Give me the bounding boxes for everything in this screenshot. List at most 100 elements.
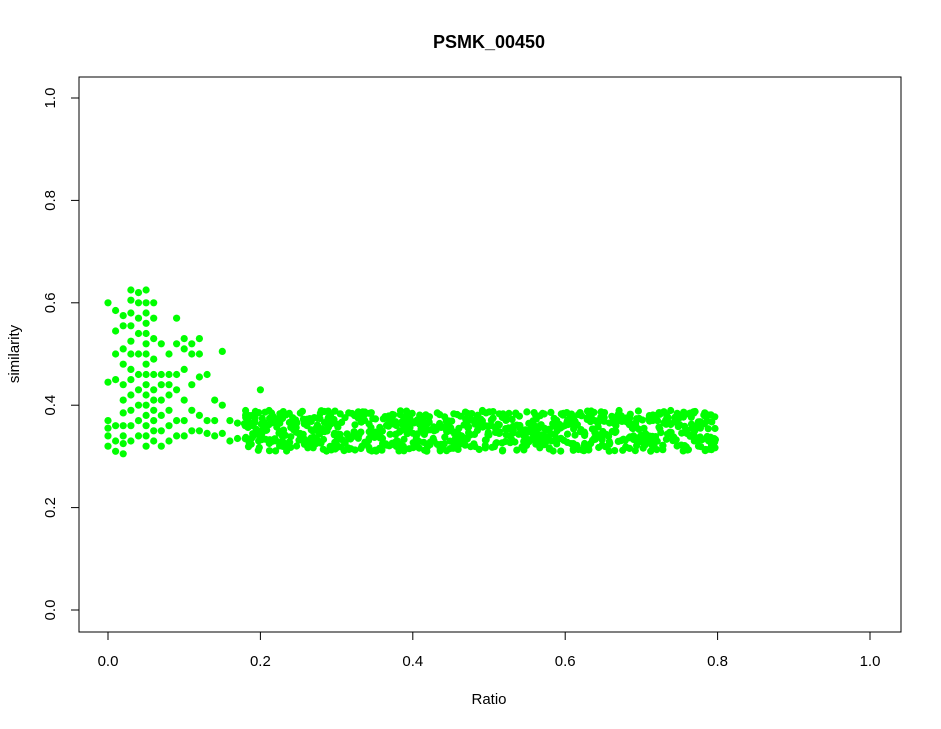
data-point <box>464 424 472 432</box>
data-point <box>157 381 165 389</box>
data-point <box>127 296 135 304</box>
data-point <box>188 406 196 414</box>
data-point <box>188 381 196 389</box>
data-points <box>104 286 720 458</box>
data-point <box>173 340 181 348</box>
y-axis: 0.0 0.2 0.4 0.6 0.8 1.0 <box>42 88 80 621</box>
data-point <box>142 432 150 440</box>
data-point <box>585 446 593 454</box>
data-point <box>357 428 365 436</box>
data-point <box>367 423 375 432</box>
data-point <box>127 437 135 445</box>
data-point <box>626 444 634 452</box>
data-point <box>195 350 203 358</box>
x-tick-label: 0.8 <box>707 653 728 670</box>
data-point <box>188 350 196 358</box>
data-point <box>638 416 647 424</box>
data-point <box>127 376 135 384</box>
data-point <box>461 441 469 449</box>
data-point <box>142 422 150 430</box>
data-point <box>242 433 250 441</box>
data-point <box>127 337 135 345</box>
data-point <box>611 447 619 455</box>
data-point <box>104 432 112 440</box>
data-point <box>173 417 181 425</box>
data-point <box>119 396 127 404</box>
data-point <box>252 425 260 433</box>
data-point <box>633 442 641 450</box>
data-point <box>112 327 120 335</box>
data-point <box>244 417 252 425</box>
data-point <box>180 365 188 373</box>
data-point <box>508 415 516 424</box>
data-point <box>611 428 619 437</box>
data-point <box>408 409 416 417</box>
data-point <box>667 406 675 415</box>
data-point <box>142 370 150 379</box>
data-point <box>112 350 120 358</box>
data-point <box>127 309 135 317</box>
data-point <box>150 299 158 307</box>
data-point <box>165 350 173 358</box>
y-tick-label: 0.4 <box>42 395 59 416</box>
y-tick-label: 1.0 <box>42 88 59 109</box>
y-tick-label: 0.0 <box>42 600 59 621</box>
data-point <box>180 396 188 404</box>
data-point <box>513 446 521 454</box>
data-point <box>399 442 407 450</box>
data-point <box>142 411 150 419</box>
data-point <box>211 396 219 404</box>
data-point <box>226 437 234 445</box>
data-point <box>511 438 519 446</box>
data-point <box>605 437 613 446</box>
data-point <box>400 435 408 443</box>
data-point <box>341 438 349 446</box>
data-point <box>195 427 203 435</box>
data-point <box>127 350 135 358</box>
data-point <box>425 418 433 426</box>
data-point <box>711 438 719 446</box>
data-point <box>502 416 510 424</box>
data-point <box>180 432 188 440</box>
data-point <box>150 386 158 394</box>
data-point <box>112 306 120 315</box>
data-point <box>104 378 112 386</box>
data-point <box>165 422 173 430</box>
data-point <box>477 415 485 423</box>
data-point <box>165 406 173 414</box>
data-point <box>590 408 598 416</box>
data-point <box>653 446 661 454</box>
data-point <box>247 440 255 448</box>
data-point <box>150 370 158 379</box>
data-point <box>188 340 196 348</box>
data-point <box>119 312 127 320</box>
data-point <box>254 446 262 454</box>
data-point <box>540 410 548 418</box>
data-point <box>119 450 127 458</box>
data-point <box>218 401 226 409</box>
data-point <box>265 447 274 455</box>
data-point <box>142 319 150 327</box>
data-point <box>696 433 704 441</box>
x-tick-label: 0.4 <box>402 653 423 670</box>
data-point <box>211 417 219 425</box>
data-point <box>142 360 150 368</box>
data-point <box>492 439 500 448</box>
data-point <box>142 381 150 389</box>
data-point <box>505 409 513 417</box>
data-point <box>165 381 173 389</box>
data-point <box>142 340 150 348</box>
data-point <box>662 435 671 443</box>
data-point <box>442 417 450 425</box>
data-point <box>657 429 665 437</box>
data-point <box>142 350 150 358</box>
data-point <box>104 299 112 307</box>
data-point <box>127 406 135 414</box>
data-point <box>134 350 143 358</box>
data-point <box>119 409 127 417</box>
x-tick-label: 1.0 <box>860 653 881 670</box>
x-axis: 0.0 0.2 0.4 0.6 0.8 1.0 <box>98 631 881 670</box>
y-tick-label: 0.6 <box>42 292 59 313</box>
data-point <box>195 335 203 343</box>
data-point <box>298 407 306 415</box>
